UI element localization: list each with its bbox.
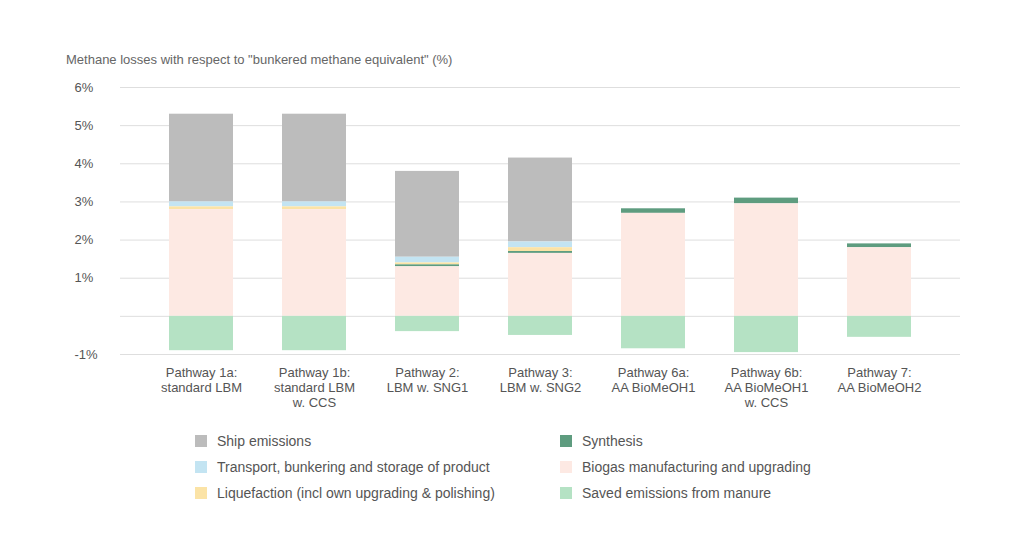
- html-text:Liquefaction (incl own upgradi: Liquefaction (incl own upgrading & polis…: [217, 485, 495, 501]
- html-text:Methane losses with respect to: Methane losses with respect to "bunkered…: [66, 52, 453, 67]
- html-text:Saved emissions from manure: Saved emissions from manure: [582, 485, 772, 501]
- svg-text:6%: 6%: [75, 80, 94, 95]
- svg-text:Pathway 7:AA BioMeOH2: Pathway 7:AA BioMeOH2: [838, 365, 922, 395]
- svg-text:2%: 2%: [75, 232, 94, 247]
- svg-text:Pathway 1b:standard LBMw. CCS: Pathway 1b:standard LBMw. CCS: [274, 365, 355, 410]
- html-text:Ship emissions: Ship emissions: [217, 433, 312, 449]
- svg-text:5%: 5%: [75, 118, 94, 133]
- svg-text:3%: 3%: [75, 194, 94, 209]
- html-text:Transport, bunkering and stora: Transport, bunkering and storage of prod…: [217, 459, 490, 475]
- html-text:Biogas manufacturing and upgra: Biogas manufacturing and upgrading: [582, 459, 811, 475]
- svg-text:Pathway 6a:AA BioMeOH1: Pathway 6a:AA BioMeOH1: [612, 365, 696, 395]
- svg-text:4%: 4%: [75, 156, 94, 171]
- svg-text:Pathway 2:LBM w. SNG1: Pathway 2:LBM w. SNG1: [387, 365, 469, 395]
- svg-text:Pathway 3:LBM w. SNG2: Pathway 3:LBM w. SNG2: [500, 365, 582, 395]
- svg-text:Pathway 1a:standard LBM: Pathway 1a:standard LBM: [161, 365, 242, 395]
- svg-text:-1%: -1%: [75, 347, 99, 362]
- svg-text:1%: 1%: [75, 270, 94, 285]
- svg-text:Pathway 6b:AA BioMeOH1w. CCS: Pathway 6b:AA BioMeOH1w. CCS: [725, 365, 809, 410]
- html-text:Synthesis: Synthesis: [582, 433, 643, 449]
